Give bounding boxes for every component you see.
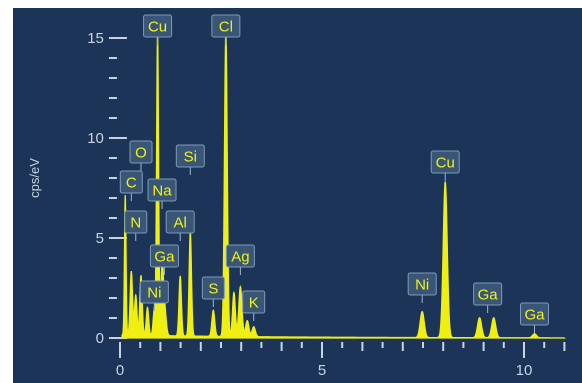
peak-label-text: Al [174, 215, 187, 232]
peak-label: Ag [225, 244, 255, 275]
peak-label: Na [147, 178, 177, 209]
peak-label-box [242, 290, 266, 314]
peak-label-text: Cu [148, 19, 167, 36]
peak-label-box [165, 210, 195, 234]
peak-label-box [129, 140, 153, 164]
x-tick-label: 0 [116, 362, 124, 379]
peak-label-text: C [126, 175, 137, 192]
top-cropped-strip [0, 0, 582, 8]
peak-label-box [147, 178, 177, 202]
spectrum-area [121, 30, 566, 339]
spectrum-series [121, 30, 566, 339]
peak-label: S [201, 276, 225, 307]
eds-spectrum-chart: 0 5 10 15 0 5 10 Cu Cl O Si C Na N Al Ag Ga Ni S K Cu Ni Ga Ga… [27, 14, 566, 379]
peak-label: N [124, 210, 148, 241]
peak-label-box [175, 144, 205, 168]
peak-label-text: N [130, 215, 141, 232]
peak-label-box [430, 150, 460, 174]
peak-label-box [225, 244, 255, 268]
peak-label: O [129, 140, 153, 171]
peak-label-text: Cl [219, 19, 233, 36]
y-axis-label: cps/eV [27, 158, 42, 198]
peak-label: Cl [211, 14, 241, 45]
y-tick-label: 15 [87, 30, 104, 47]
peak-label-text: Ga [154, 249, 175, 266]
y-tick-label: 0 [96, 330, 104, 347]
peak-label-box [119, 170, 143, 194]
y-tick-label: 5 [96, 230, 104, 247]
peak-label-box [211, 14, 241, 38]
peak-label-text: Ag [231, 249, 249, 266]
peak-label-text: S [208, 281, 218, 298]
peak-label: Al [165, 210, 195, 241]
peak-label: C [119, 170, 143, 201]
peak-label: Ga [473, 282, 503, 313]
peak-label: Ni [139, 280, 169, 311]
peak-label: Si [175, 144, 205, 175]
peak-label-text: Cu [436, 155, 455, 172]
y-tick-label: 10 [87, 130, 104, 147]
peak-label-text: Ni [147, 285, 161, 302]
peak-label-box [124, 210, 148, 234]
peak-label-text: O [135, 145, 147, 162]
peak-label: Ni [407, 272, 437, 303]
peak-annotations: Cu Cl O Si C Na N Al Ag Ga Ni S K Cu Ni Ga Ga [119, 14, 550, 333]
peak-label-text: Ga [524, 307, 545, 324]
peak-label: Ga [520, 302, 550, 333]
peak-label: K [242, 290, 266, 321]
peak-label-box [143, 14, 173, 38]
peak-label-text: Ni [415, 277, 429, 294]
peak-label-box [407, 272, 437, 296]
x-tick-label: 5 [318, 362, 326, 379]
peak-label-box [139, 280, 169, 304]
peak-label-box [520, 302, 550, 326]
peak-label-box [473, 282, 503, 306]
peak-label: Ga [149, 244, 179, 275]
peak-label: Cu [430, 150, 460, 181]
peak-label-text: K [249, 295, 259, 312]
peak-label-box [149, 244, 179, 268]
peak-label-text: Ga [478, 287, 499, 304]
peak-label-text: Si [184, 149, 197, 166]
axes: 0 5 10 15 0 5 10 [87, 30, 566, 379]
x-tick-label: 10 [516, 362, 533, 379]
peak-label-box [201, 276, 225, 300]
spectrum-panel: 0 5 10 15 0 5 10 Cu Cl O Si C Na N Al Ag Ga Ni S K Cu Ni Ga Ga… [13, 0, 582, 383]
peak-label: Cu [143, 14, 173, 45]
peak-label-text: Na [152, 183, 172, 200]
